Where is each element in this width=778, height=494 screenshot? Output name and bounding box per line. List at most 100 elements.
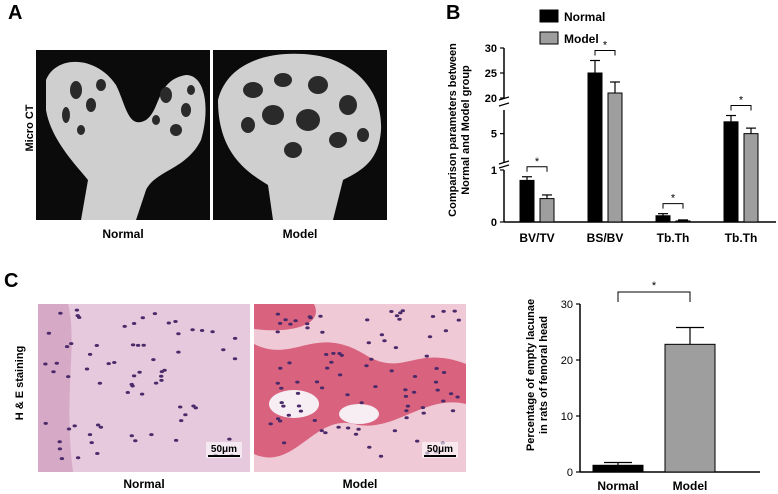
chart-b-significance-star: *	[671, 193, 676, 205]
he-nucleus	[173, 320, 178, 323]
he-nucleus	[46, 331, 52, 335]
he-nucleus	[112, 361, 117, 364]
he-nucleus	[314, 380, 320, 384]
chart-b-bar	[587, 72, 603, 223]
he-nucleus	[329, 360, 334, 364]
he-nucleus	[296, 404, 302, 408]
he-nucleus	[178, 405, 183, 409]
chart-b-bar	[655, 215, 671, 223]
he-nucleus	[125, 391, 130, 394]
chart-b-ylabel: Comparison parameters betweenNormal and …	[447, 43, 472, 217]
he-nucleus	[337, 373, 343, 377]
he-nucleus	[191, 404, 196, 408]
he-nucleus	[277, 419, 283, 423]
he-nucleus	[441, 399, 446, 403]
he-nucleus	[305, 322, 310, 326]
he-nucleus	[232, 357, 238, 361]
he-nucleus	[389, 310, 394, 313]
he-nucleus	[295, 380, 300, 384]
he-nucleus	[129, 382, 134, 386]
he-nucleus	[434, 367, 439, 370]
he-nucleus	[281, 404, 286, 408]
chart-b-xtick-label: Tb.Th	[657, 231, 690, 245]
he-nucleus	[75, 456, 81, 460]
chart-b-bar	[743, 133, 759, 223]
he-nucleus	[433, 380, 439, 384]
he-nucleus	[232, 336, 238, 340]
he-nucleus	[141, 343, 146, 347]
chart-b-bar	[539, 198, 555, 223]
chart-b-significance-bracket	[662, 203, 684, 209]
he-nucleus	[51, 370, 56, 374]
he-nucleus	[320, 330, 325, 334]
he-nucleus	[135, 343, 141, 347]
he-nucleus	[279, 401, 284, 405]
he-nucleus	[394, 314, 400, 318]
he-nucleus	[122, 324, 127, 328]
he-nucleus	[324, 353, 329, 356]
he-nucleus	[275, 312, 281, 316]
he-nucleus	[84, 367, 90, 371]
he-nucleus	[389, 369, 394, 373]
he-nucleus	[149, 433, 154, 437]
he-nucleus	[87, 352, 93, 356]
he-nucleus	[173, 438, 179, 442]
he-nucleus	[412, 375, 418, 378]
he-nucleus	[66, 375, 71, 379]
chart-b-bar	[723, 121, 739, 223]
chart-c-ytick-label: 10	[561, 411, 573, 423]
he-nucleus	[366, 341, 371, 345]
he-nucleus	[159, 374, 164, 378]
he-nucleus	[153, 381, 159, 385]
he-nucleus	[345, 393, 350, 397]
he-nucleus	[275, 417, 281, 421]
he-caption-model: Model	[342, 477, 378, 491]
he-nucleus	[287, 361, 292, 365]
he-nucleus	[319, 429, 324, 433]
he-nucleus	[424, 354, 429, 358]
chart-b-axis-break	[498, 102, 510, 107]
he-nucleus	[190, 328, 195, 332]
he-nucleus	[139, 392, 145, 396]
he-nucleus	[411, 390, 417, 394]
he-nucleus	[293, 319, 298, 323]
he-nucleus	[140, 316, 145, 320]
he-nucleus	[298, 409, 304, 413]
he-nucleus	[367, 445, 372, 449]
he-nucleus	[359, 401, 364, 405]
he-nucleus	[421, 411, 426, 415]
he-nucleus	[43, 421, 48, 425]
micro-ct-caption-normal: Normal	[102, 227, 144, 241]
he-nucleus	[373, 385, 378, 389]
chart-b-significance-star: *	[535, 156, 540, 168]
he-nucleus	[133, 439, 138, 443]
he-nucleus	[106, 362, 111, 366]
he-nucleus	[403, 394, 409, 398]
chart-c: Percentage of empty lacunaein rats of fe…	[525, 280, 760, 493]
he-nucleus	[95, 452, 100, 455]
he-nucleus	[456, 318, 461, 322]
he-nucleus	[450, 409, 456, 413]
he-nucleus	[353, 432, 359, 436]
he-nucleus	[435, 388, 440, 392]
chart-c-ytick-label: 20	[561, 355, 573, 367]
he-nucleus	[356, 427, 361, 431]
he-nucleus	[382, 339, 387, 343]
he-nucleus	[129, 434, 134, 438]
chart-b-significance-star: *	[739, 95, 744, 107]
he-nucleus	[279, 386, 284, 390]
chart-c-ytick-label: 0	[567, 467, 573, 479]
chart-b-xtick-label: BS/BV	[587, 231, 624, 245]
he-nucleus	[199, 329, 205, 332]
he-nucleus	[404, 416, 409, 420]
he-nucleus	[452, 309, 457, 313]
chart-b-ytick-label: 25	[485, 68, 497, 80]
he-nucleus	[337, 352, 342, 355]
chart-c-bar	[592, 464, 644, 473]
he-nucleus	[307, 315, 312, 319]
micro-ct-caption-model: Model	[282, 227, 318, 241]
he-nucleus	[131, 322, 137, 325]
he-nucleus	[415, 439, 420, 443]
he-nucleus	[176, 350, 181, 354]
chart-b-ytick-label: 5	[491, 129, 497, 141]
